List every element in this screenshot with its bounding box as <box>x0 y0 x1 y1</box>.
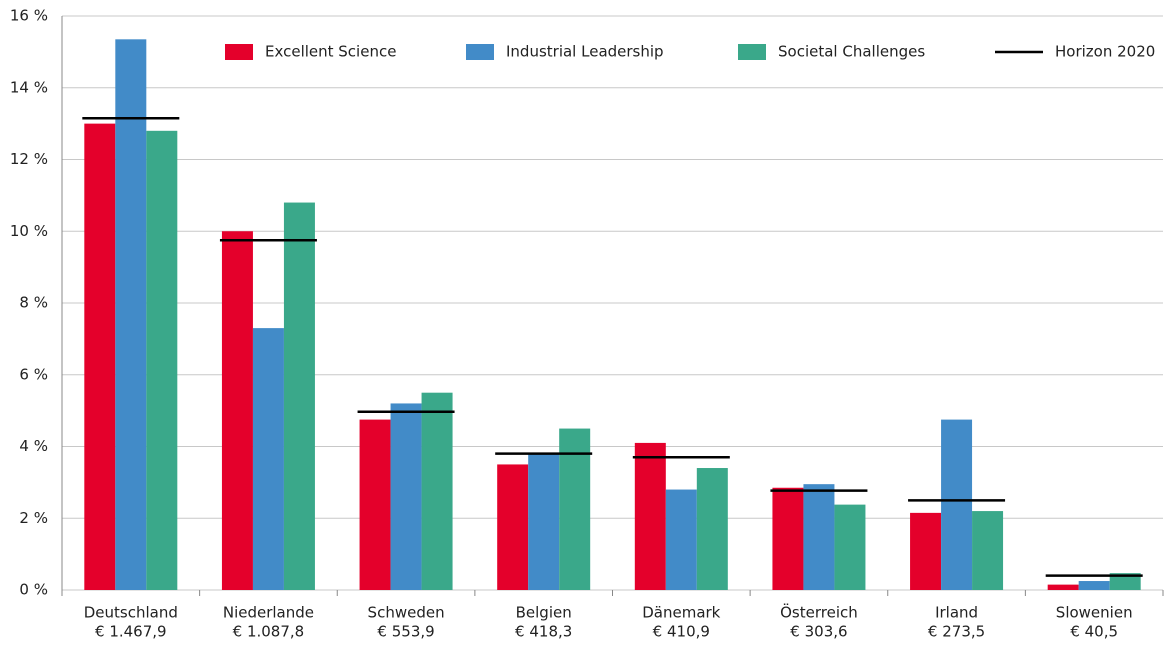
x-tick-sublabel: € 273,5 <box>928 623 985 641</box>
y-tick-label: 16 % <box>10 7 48 25</box>
x-tick-label: Belgien <box>516 604 572 622</box>
y-tick-label: 8 % <box>19 294 48 312</box>
bar <box>1078 581 1110 590</box>
legend-swatch <box>738 44 766 60</box>
bar <box>665 489 697 590</box>
y-tick-label: 12 % <box>10 150 48 168</box>
bar <box>803 484 835 590</box>
bar <box>528 453 560 590</box>
x-tick-label: Irland <box>935 604 978 622</box>
x-tick-sublabel: € 303,6 <box>790 623 847 641</box>
y-tick-label: 0 % <box>19 581 48 599</box>
y-tick-label: 2 % <box>19 509 48 527</box>
y-tick-label: 6 % <box>19 365 48 383</box>
bar <box>221 231 253 590</box>
x-tick-label: Dänemark <box>642 604 720 622</box>
legend-label: Horizon 2020 <box>1055 43 1155 61</box>
bar <box>559 428 591 590</box>
bar <box>834 504 866 590</box>
bar <box>115 39 147 591</box>
bar <box>696 468 728 590</box>
legend-swatch <box>466 44 494 60</box>
legend-label: Industrial Leadership <box>506 43 664 61</box>
bar <box>1047 584 1079 590</box>
y-tick-label: 10 % <box>10 222 48 240</box>
x-tick-label: Niederlande <box>223 604 314 622</box>
x-tick-label: Slowenien <box>1056 604 1133 622</box>
bar <box>283 202 315 591</box>
y-tick-label: 4 % <box>19 437 48 455</box>
bar <box>910 512 942 590</box>
bar <box>421 392 453 590</box>
bar <box>390 403 422 590</box>
bar <box>252 328 284 590</box>
bar <box>941 419 973 590</box>
bar <box>146 130 178 591</box>
y-tick-label: 14 % <box>10 78 48 96</box>
x-tick-label: Österreich <box>780 603 858 622</box>
x-tick-label: Schweden <box>368 604 445 622</box>
x-tick-sublabel: € 418,3 <box>515 623 572 641</box>
legend-label: Societal Challenges <box>778 43 925 61</box>
bar <box>359 419 391 590</box>
x-tick-label: Deutschland <box>84 604 178 622</box>
legend-swatch <box>225 44 253 60</box>
x-tick-sublabel: € 1.467,9 <box>95 623 167 641</box>
bar <box>497 464 529 590</box>
x-tick-sublabel: € 40,5 <box>1070 623 1118 641</box>
x-tick-sublabel: € 1.087,8 <box>233 623 305 641</box>
bar <box>84 123 116 590</box>
x-tick-sublabel: € 410,9 <box>653 623 710 641</box>
bar <box>634 442 666 590</box>
bar <box>772 487 804 590</box>
x-tick-sublabel: € 553,9 <box>377 623 434 641</box>
bar <box>972 511 1004 590</box>
legend-label: Excellent Science <box>265 43 396 61</box>
bar <box>1109 573 1141 590</box>
